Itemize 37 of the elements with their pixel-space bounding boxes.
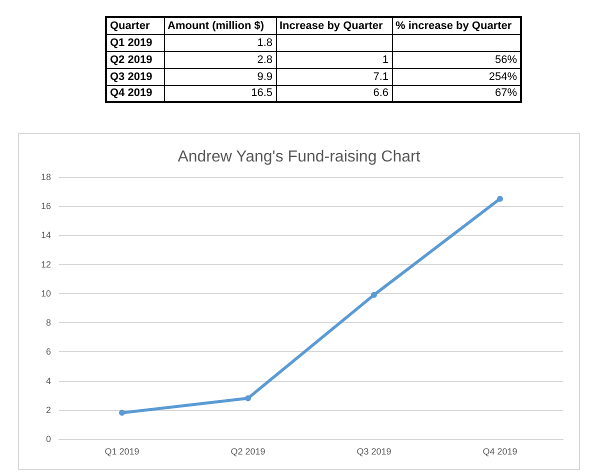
x-tick-label: Q1 2019 xyxy=(104,446,140,456)
point xyxy=(119,410,125,416)
text: 67% xyxy=(392,85,521,102)
y-tick-label: 2 xyxy=(46,404,51,415)
text: 1.8 xyxy=(164,34,276,51)
text: 7.1 xyxy=(276,68,392,85)
chart-title: Andrew Yang's Fund-raising Chart xyxy=(178,148,421,166)
text: 2.8 xyxy=(164,51,276,68)
text: 1 xyxy=(276,51,392,68)
y-tick-label: 16 xyxy=(40,201,51,212)
category-label: Amount (million $) xyxy=(164,17,276,34)
text: 254% xyxy=(392,68,521,85)
y-tick-label: 6 xyxy=(46,346,51,357)
text: 6.6 xyxy=(276,85,392,102)
y-tick-label: 4 xyxy=(46,376,51,386)
y-tick-label: 10 xyxy=(40,288,51,298)
y-tick-label: 14 xyxy=(40,230,51,240)
y-tick-label: 18 xyxy=(40,172,51,182)
text: Q3 2019 xyxy=(106,68,164,85)
category-label: Quarter xyxy=(106,17,164,34)
category-label: Increase by Quarter xyxy=(276,17,392,34)
x-tick-label: Q4 2019 xyxy=(482,446,518,456)
point xyxy=(497,196,503,202)
y-tick-label: 0 xyxy=(46,434,51,444)
text: 16.5 xyxy=(164,85,276,102)
y-tick-label: 8 xyxy=(46,318,51,328)
text: Q2 2019 xyxy=(106,51,164,68)
y-tick-label: 12 xyxy=(40,259,51,270)
text: Q1 2019 xyxy=(106,34,164,51)
text: 9.9 xyxy=(164,68,276,85)
text: Q4 2019 xyxy=(106,85,164,102)
category-label: % increase by Quarter xyxy=(392,17,521,34)
point xyxy=(371,292,377,298)
x-tick-label: Q3 2019 xyxy=(356,446,392,456)
point xyxy=(245,395,251,402)
text: 56% xyxy=(392,51,521,68)
x-tick-label: Q2 2019 xyxy=(230,446,266,456)
